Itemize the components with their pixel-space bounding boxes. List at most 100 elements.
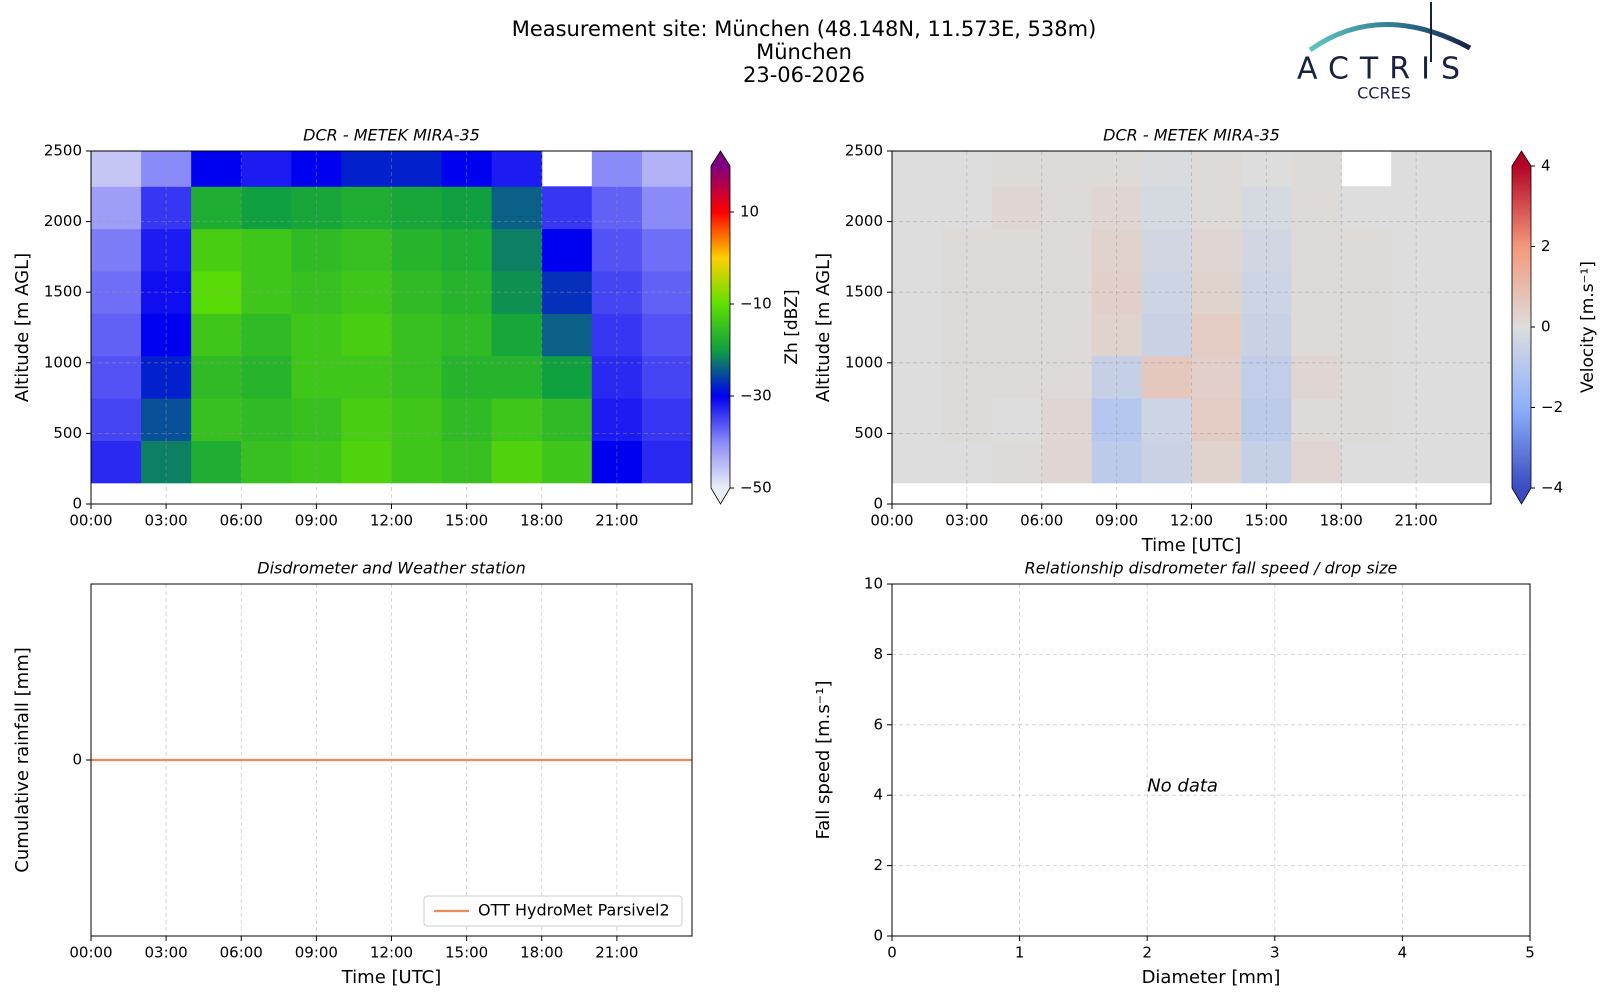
x-tick-label: 21:00 — [1395, 512, 1438, 530]
heatmap-cell — [1141, 398, 1192, 441]
heatmap-cell — [991, 398, 1043, 441]
heatmap-cell — [1191, 355, 1242, 399]
legend-box — [423, 895, 683, 927]
heatmap-cell — [391, 151, 443, 187]
y-tick-label: 1000 — [44, 353, 82, 371]
colorbar — [1512, 166, 1531, 488]
heatmap-cell — [241, 440, 292, 484]
y-tick-label: 1500 — [845, 283, 883, 301]
heatmap-cell — [541, 186, 593, 230]
heatmap-cell — [191, 355, 242, 399]
heatmap-cell — [1291, 151, 1342, 187]
panel-title: DCR - METEK MIRA-35 — [303, 126, 480, 145]
heatmap-cell — [991, 313, 1043, 357]
y-axis-label: Altitude [m AGL] — [12, 253, 33, 402]
y-axis-label: Altitude [m AGL] — [813, 253, 834, 402]
colorbar-extend-low — [711, 488, 730, 504]
heatmap-cell — [641, 440, 693, 484]
x-tick-label: 03:00 — [945, 512, 988, 530]
y-tick-label: 2500 — [845, 142, 883, 160]
heatmap-cell — [1441, 228, 1492, 272]
heatmap-cell — [1141, 151, 1192, 187]
heatmap-cell — [241, 355, 292, 399]
heatmap-cell — [991, 355, 1043, 399]
heatmap-cell — [91, 228, 142, 272]
colorbar-tick-label: −4 — [1541, 479, 1563, 497]
axes-frame — [891, 150, 1492, 505]
heatmap-cell — [191, 398, 242, 441]
colorbar-extend-low — [1512, 488, 1531, 504]
logo-subtitle: CCRES — [1357, 84, 1411, 103]
y-tick-label: 500 — [53, 424, 82, 442]
heatmap-cell — [91, 186, 142, 230]
y-tick-label: 10 — [864, 575, 883, 593]
x-tick-label: 09:00 — [1095, 512, 1138, 530]
x-tick-label: 0 — [887, 944, 897, 962]
heatmap-cell — [91, 355, 142, 399]
heatmap-cell — [241, 228, 292, 272]
y-tick-label: 0 — [72, 495, 82, 513]
heatmap-cell — [241, 186, 292, 230]
heatmap-cell — [1291, 313, 1342, 357]
heatmap-cell — [1141, 228, 1192, 272]
heatmap-cell — [1341, 313, 1392, 357]
x-axis-label: Time [UTC] — [1141, 535, 1242, 556]
y-tick-label: 2 — [873, 856, 883, 874]
heatmap-cell — [991, 440, 1043, 484]
heatmap-cell — [541, 228, 593, 272]
heatmap-cell — [1291, 228, 1342, 272]
legend: OTT HydroMet Parsivel2 — [423, 895, 683, 927]
heatmap-cell — [241, 398, 292, 441]
panel-title: DCR - METEK MIRA-35 — [1103, 126, 1280, 145]
heatmap-cell — [1341, 355, 1392, 399]
colorbar-tick-label: 0 — [1541, 318, 1551, 336]
x-tick-label: 2 — [1142, 944, 1152, 962]
y-tick-label: 0 — [873, 495, 883, 513]
heatmap-cell — [191, 313, 242, 357]
heatmap-cell — [491, 398, 543, 441]
x-tick-label: 15:00 — [1245, 512, 1288, 530]
heatmap-cell — [892, 186, 943, 230]
y-tick-label: 2000 — [44, 212, 82, 230]
y-tick-label: 2000 — [845, 212, 883, 230]
heatmap-cell — [391, 398, 443, 441]
y-tick-label: 0 — [72, 751, 82, 769]
figure-date: 23-06-2026 — [743, 63, 865, 87]
heatmap-cell — [1441, 151, 1492, 187]
heatmap-cell — [892, 313, 943, 357]
heatmap-cell — [541, 398, 593, 441]
x-tick-label: 06:00 — [1020, 512, 1063, 530]
heatmap-cell — [1291, 440, 1342, 484]
heatmap-cell — [1441, 398, 1492, 441]
heatmap-cell — [641, 355, 693, 399]
heatmap-cell — [641, 151, 693, 187]
heatmap-cell — [1341, 228, 1392, 272]
heatmap-cell — [191, 228, 242, 272]
heatmap-cell — [341, 228, 392, 272]
colorbar — [711, 166, 730, 488]
heatmap-cell — [641, 186, 693, 230]
heatmap-cell — [1041, 151, 1093, 187]
x-tick-label: 4 — [1398, 944, 1408, 962]
colorbar-label: Velocity [m.s⁻¹] — [1578, 261, 1598, 393]
heatmap-cell — [1041, 228, 1093, 272]
heatmap-cell — [391, 228, 443, 272]
x-tick-label: 03:00 — [145, 512, 188, 530]
heatmap-cell — [892, 355, 943, 399]
panel-title: Relationship disdrometer fall speed / dr… — [1025, 559, 1398, 578]
heatmap-cell — [1191, 151, 1242, 187]
panel: −4 −2 0 2 4 Velocity [m.s⁻¹] 00:00 03:00 06:00 09… — [813, 126, 1598, 557]
heatmap-cell — [491, 228, 543, 272]
heatmap-cell — [491, 440, 543, 484]
colorbar-tick-label: −10 — [740, 295, 772, 313]
heatmap-cell — [541, 440, 593, 484]
heatmap-cell — [641, 313, 693, 357]
y-tick-label: 0 — [873, 927, 883, 945]
x-tick-label: 00:00 — [69, 512, 112, 530]
colorbar-extend-high — [711, 151, 730, 166]
figure-title: Measurement site: München (48.148N, 11.5… — [512, 17, 1097, 41]
panel-title: Disdrometer and Weather station — [257, 559, 525, 578]
colorbar-tick-label: −30 — [740, 387, 772, 405]
